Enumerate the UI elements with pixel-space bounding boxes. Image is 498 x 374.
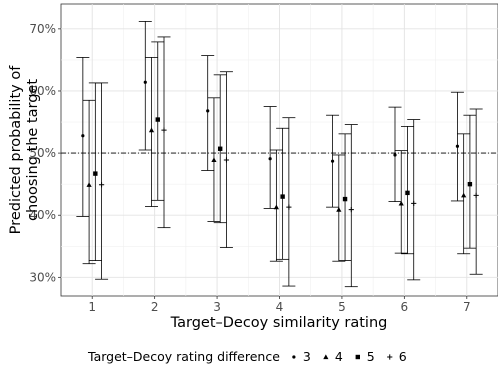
data-point-series-5	[155, 117, 160, 122]
data-point-series-5	[93, 171, 98, 176]
data-point-series-4	[336, 207, 342, 212]
x-tick-label: 4	[276, 300, 284, 314]
x-tick-label: 6	[401, 300, 409, 314]
x-tick-label: 5	[338, 300, 346, 314]
data-point-series-6	[161, 127, 167, 133]
grid	[61, 4, 498, 296]
legend-label: 5	[367, 349, 375, 364]
data-point-series-4	[461, 192, 467, 198]
y-tick-label: 70%	[29, 22, 56, 36]
data-point-series-5	[342, 196, 348, 202]
data-point-series-3	[268, 157, 272, 161]
y-axis: 30% 40% 50% 60% 70%	[29, 22, 61, 284]
data-point-series-4	[273, 204, 279, 210]
data-point-series-6	[411, 200, 417, 207]
data-point-series-4	[148, 127, 155, 133]
legend-label: 3	[303, 349, 311, 364]
data-points	[81, 80, 479, 213]
data-point-series-3	[81, 134, 85, 138]
y-tick-label: 60%	[29, 84, 56, 98]
data-point-series-5	[217, 146, 223, 151]
data-point-series-6	[286, 204, 292, 210]
data-point-series-6	[98, 182, 105, 188]
y-tick-label: 50%	[29, 146, 56, 160]
y-tick-label: 40%	[29, 208, 56, 222]
data-point-series-3	[393, 153, 397, 157]
data-point-series-6	[348, 207, 354, 213]
data-point-series-5	[467, 181, 473, 187]
y-axis-title-line-2: choosing the target	[25, 79, 41, 221]
legend-key-3	[292, 355, 296, 359]
data-point-series-3	[330, 159, 335, 163]
x-tick-label: 7	[463, 300, 471, 314]
data-point-series-5	[405, 190, 410, 196]
legend: Target–Decoy rating difference 3 4 5 6	[87, 349, 407, 364]
legend-key-4	[323, 354, 329, 360]
legend-key-6	[387, 354, 393, 360]
legend-label: 6	[399, 349, 407, 364]
x-tick-label: 3	[213, 300, 221, 314]
legend-label: 4	[335, 349, 343, 364]
legend-title: Target–Decoy rating difference	[87, 349, 280, 364]
data-point-series-3	[143, 80, 147, 84]
data-point-series-6	[473, 192, 479, 198]
data-point-series-3	[206, 109, 210, 113]
data-point-series-5	[280, 194, 285, 199]
legend-key-5	[355, 354, 360, 360]
x-axis: 1 2 3 4 5 6 7	[88, 296, 471, 314]
data-point-series-4	[398, 200, 404, 206]
y-tick-label: 30%	[29, 270, 56, 284]
x-tick-label: 1	[88, 300, 96, 314]
data-point-series-3	[455, 144, 460, 148]
x-tick-label: 2	[151, 300, 159, 314]
x-axis-title: Target–Decoy similarity rating	[170, 315, 388, 331]
data-point-series-4	[211, 157, 217, 163]
data-point-series-6	[223, 157, 230, 163]
y-axis-title-line-1: Predicted probability of	[8, 65, 24, 235]
data-point-series-4	[86, 182, 92, 187]
